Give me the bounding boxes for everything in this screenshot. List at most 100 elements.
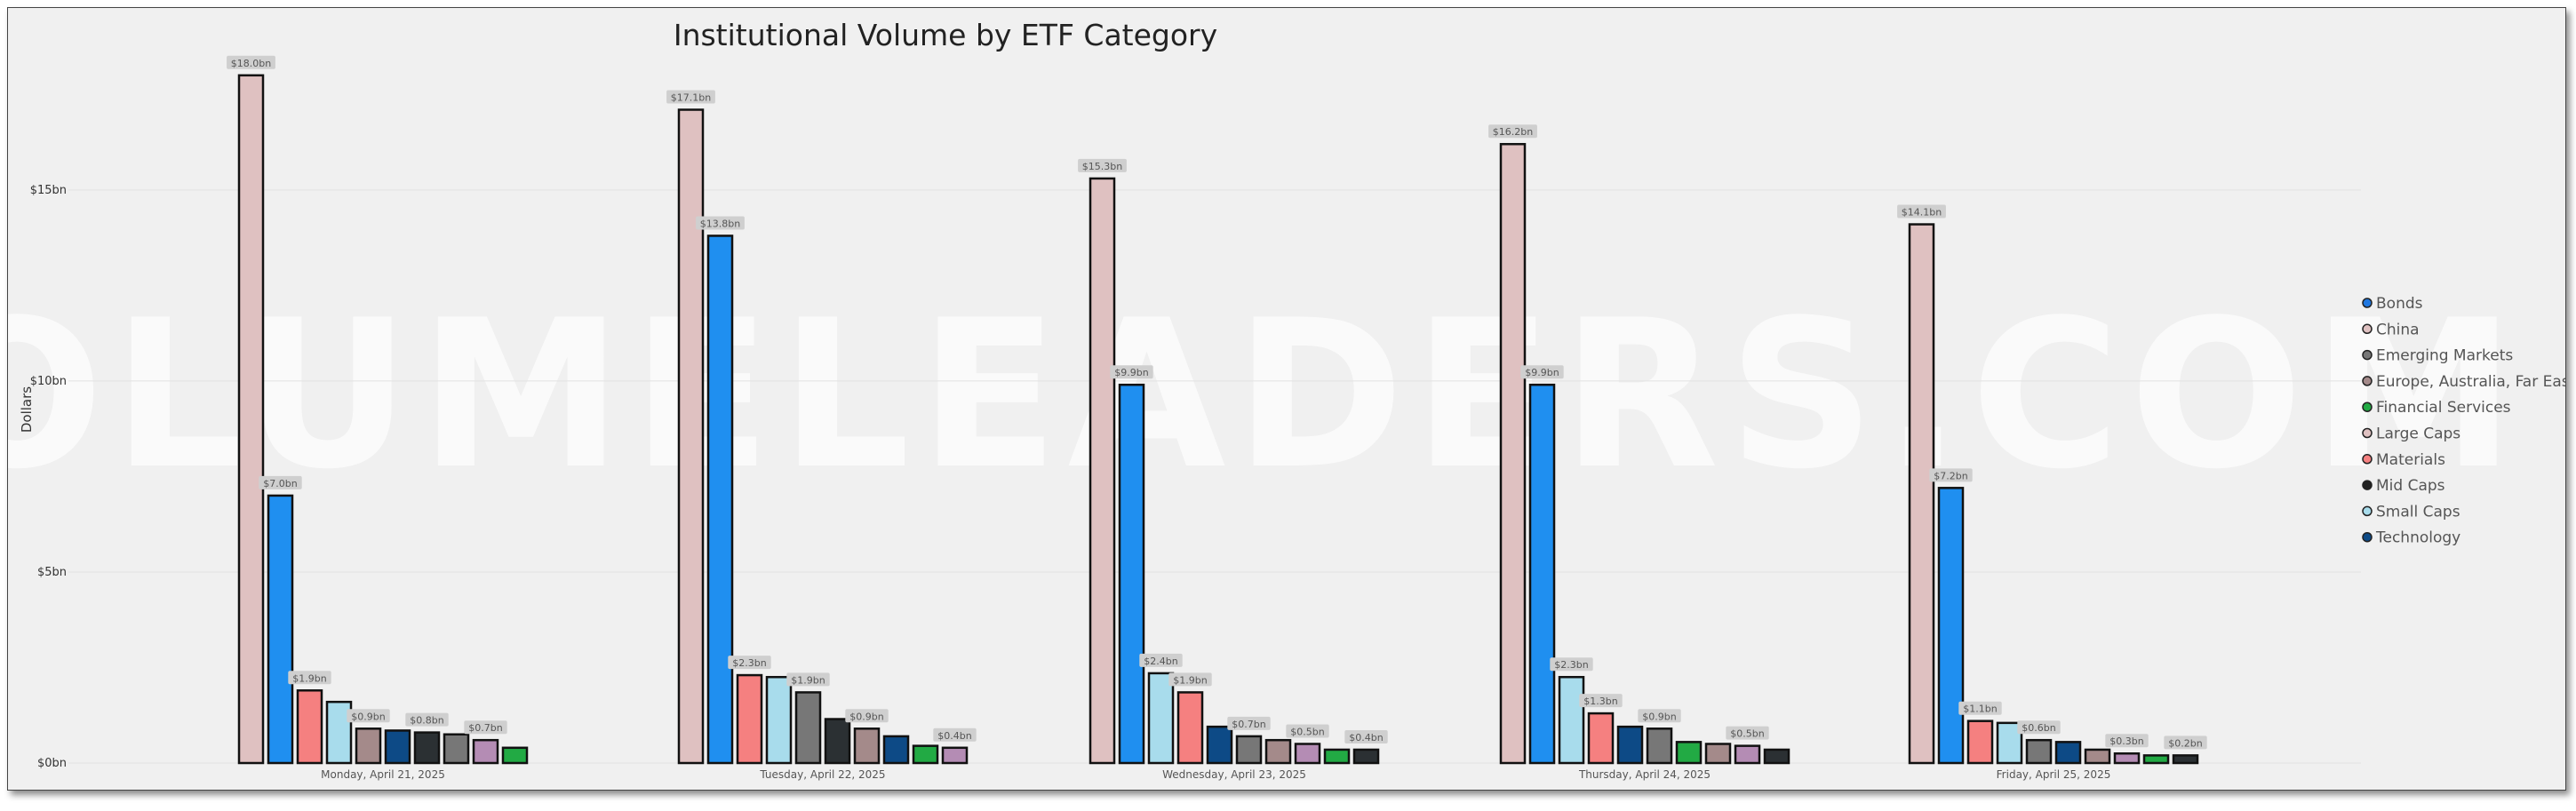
bar[interactable] bbox=[1118, 383, 1145, 765]
bar[interactable] bbox=[853, 728, 881, 765]
bar[interactable] bbox=[355, 728, 382, 765]
bar[interactable] bbox=[1966, 720, 1994, 765]
bar[interactable] bbox=[267, 494, 294, 765]
data-label-bg bbox=[933, 728, 977, 742]
data-label-bg bbox=[2105, 734, 2149, 748]
data-label: $0.8bn bbox=[410, 715, 443, 727]
bar[interactable] bbox=[1235, 735, 1263, 765]
bar[interactable] bbox=[1937, 487, 1965, 765]
bar[interactable] bbox=[501, 746, 529, 765]
data-label: $0.3bn bbox=[2109, 735, 2143, 747]
data-label-bg bbox=[1110, 365, 1153, 379]
data-label: $1.9bn bbox=[292, 672, 326, 684]
data-label: $0.7bn bbox=[1232, 719, 1265, 730]
legend-item-label[interactable]: Technology bbox=[2375, 529, 2460, 547]
bar[interactable] bbox=[1646, 728, 1673, 765]
legend-item-label[interactable]: Emerging Markets bbox=[2376, 347, 2513, 365]
bar[interactable] bbox=[1352, 748, 1380, 765]
bar[interactable] bbox=[2172, 754, 2199, 765]
data-label-bg bbox=[1929, 468, 1973, 482]
legend-marker bbox=[2362, 531, 2373, 543]
bar[interactable] bbox=[941, 746, 969, 765]
data-label-bg bbox=[666, 90, 715, 104]
bar[interactable] bbox=[736, 673, 763, 765]
bar[interactable] bbox=[706, 235, 734, 765]
bar[interactable] bbox=[2142, 754, 2170, 765]
data-label: $2.3bn bbox=[1554, 659, 1588, 671]
data-label: $1.9bn bbox=[791, 674, 825, 686]
data-label-bg bbox=[845, 709, 889, 723]
data-label-bg bbox=[1286, 724, 1329, 738]
data-label: $14.1bn bbox=[1902, 207, 1942, 219]
legend-marker bbox=[2362, 505, 2373, 517]
bar[interactable] bbox=[882, 735, 910, 765]
legend-item-label[interactable]: China bbox=[2376, 321, 2420, 338]
legend-item-label[interactable]: Financial Services bbox=[2376, 399, 2511, 417]
data-label-bg bbox=[1078, 158, 1127, 172]
bar[interactable] bbox=[1089, 177, 1116, 765]
bar[interactable] bbox=[1294, 743, 1321, 765]
bar[interactable] bbox=[794, 691, 822, 765]
bar[interactable] bbox=[1147, 672, 1175, 765]
bar-chart: VOLUMELEADERS.COM $18.0bn $7.0bn $1.9bn $0.… bbox=[8, 18, 2565, 781]
data-label-bg bbox=[786, 672, 830, 687]
x-tick-label: Friday, April 25, 2025 bbox=[1997, 768, 2111, 781]
bar[interactable] bbox=[1528, 383, 1556, 765]
bar[interactable] bbox=[472, 738, 499, 765]
data-label-bg bbox=[1897, 204, 1946, 219]
bar[interactable] bbox=[237, 74, 265, 765]
bar[interactable] bbox=[2084, 748, 2111, 765]
data-label: $1.1bn bbox=[1963, 704, 1997, 715]
legend-marker bbox=[2362, 427, 2373, 439]
y-tick-label: $10bn bbox=[30, 375, 67, 388]
bar[interactable] bbox=[2113, 751, 2141, 765]
legend-item-label[interactable]: Mid Caps bbox=[2376, 477, 2445, 495]
bar[interactable] bbox=[1734, 744, 1761, 765]
bar[interactable] bbox=[1908, 223, 1935, 765]
data-label-bg bbox=[1958, 701, 2002, 715]
bar[interactable] bbox=[765, 675, 793, 765]
bar[interactable] bbox=[1558, 675, 1585, 765]
data-label: $2.3bn bbox=[732, 657, 766, 669]
bar[interactable] bbox=[824, 718, 851, 765]
bar[interactable] bbox=[413, 731, 441, 765]
legend-item-label[interactable]: Small Caps bbox=[2376, 503, 2460, 521]
bar[interactable] bbox=[296, 689, 323, 765]
data-label: $13.8bn bbox=[700, 218, 740, 229]
x-tick-label: Thursday, April 24, 2025 bbox=[1578, 768, 1711, 781]
legend-marker bbox=[2362, 454, 2373, 465]
bar[interactable] bbox=[443, 733, 470, 765]
bar[interactable] bbox=[912, 744, 939, 765]
bar[interactable] bbox=[1675, 741, 1703, 765]
chart-title: Institutional Volume by ETF Category bbox=[674, 18, 1217, 52]
bar[interactable] bbox=[1323, 748, 1351, 765]
watermark: VOLUMELEADERS.COM bbox=[8, 277, 2524, 514]
bar[interactable] bbox=[2054, 741, 2082, 765]
bar[interactable] bbox=[677, 108, 705, 765]
legend-marker bbox=[2362, 298, 2373, 308]
legend-item-label[interactable]: Bonds bbox=[2376, 295, 2423, 313]
data-label: $0.2bn bbox=[2168, 737, 2202, 749]
data-label: $0.9bn bbox=[849, 711, 883, 722]
data-label-bg bbox=[2164, 735, 2207, 750]
axes: $0bn $5bn $10bn $15bn Monday, April 21, 2025… bbox=[30, 184, 2111, 781]
legend-item-label[interactable]: Large Caps bbox=[2376, 425, 2460, 443]
data-label: $0.5bn bbox=[1730, 728, 1764, 740]
bar[interactable] bbox=[1176, 691, 1204, 765]
data-label: $17.1bn bbox=[671, 92, 711, 104]
data-label-bg bbox=[405, 712, 449, 727]
legend-item-label[interactable]: Materials bbox=[2376, 451, 2445, 469]
bar[interactable] bbox=[2025, 738, 2053, 765]
legend-marker bbox=[2362, 349, 2373, 361]
bar[interactable] bbox=[1206, 725, 1233, 765]
bar[interactable] bbox=[1704, 743, 1732, 765]
data-label-bg bbox=[1344, 729, 1388, 743]
bar[interactable] bbox=[1499, 142, 1527, 765]
legend-item-label[interactable]: Europe, Australia, Far East bbox=[2376, 373, 2565, 391]
watermark-layer: VOLUMELEADERS.COM bbox=[8, 277, 2524, 514]
bar[interactable] bbox=[384, 729, 411, 765]
bar[interactable] bbox=[1587, 712, 1615, 765]
bar[interactable] bbox=[1616, 725, 1644, 765]
bar[interactable] bbox=[1763, 748, 1790, 765]
bar[interactable] bbox=[1264, 738, 1292, 765]
